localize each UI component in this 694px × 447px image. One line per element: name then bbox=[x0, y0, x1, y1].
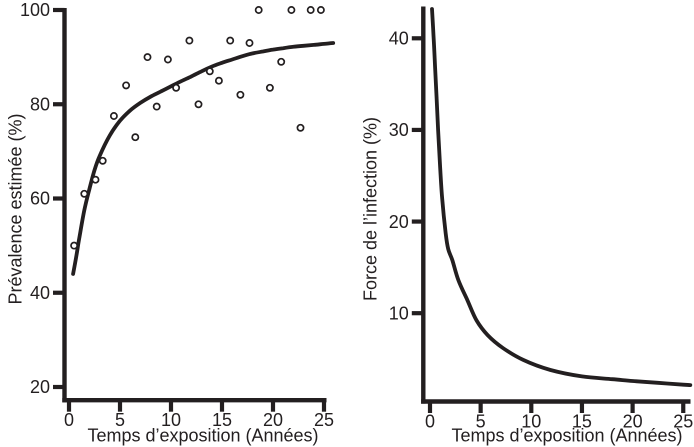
data-point bbox=[98, 156, 107, 165]
x-tick-label: 20 bbox=[623, 412, 643, 432]
x-tick-label: 0 bbox=[64, 410, 74, 430]
data-point bbox=[122, 81, 131, 90]
data-point bbox=[70, 241, 79, 250]
x-tick-label: 10 bbox=[521, 412, 541, 432]
y-tick-label: 40 bbox=[389, 29, 409, 49]
x-tick-label: 15 bbox=[212, 410, 232, 430]
data-point bbox=[245, 39, 254, 47]
y-tick-label: 30 bbox=[389, 120, 409, 140]
data-point bbox=[254, 6, 263, 14]
data-point bbox=[152, 102, 161, 111]
y-tick-label: 60 bbox=[30, 189, 50, 209]
data-point bbox=[214, 76, 223, 85]
y-tick-label: 40 bbox=[30, 283, 50, 303]
x-tick-label: 5 bbox=[115, 410, 125, 430]
data-point bbox=[143, 53, 152, 62]
data-point bbox=[306, 6, 315, 14]
right-x-axis-title: Temps d’exposition (Années) bbox=[451, 425, 683, 446]
x-tick-label: 20 bbox=[263, 410, 283, 430]
x-tick-label: 25 bbox=[673, 412, 693, 432]
left-y-axis-title: Prévalence estimée (%) bbox=[5, 113, 26, 305]
left-x-axis-title: Temps d’exposition (Années) bbox=[87, 425, 319, 446]
data-point bbox=[109, 112, 118, 120]
left-chart-estimated-prevalence: 20 40 60 80 100 0 5 10 15 20 25 bbox=[20, 0, 336, 430]
data-point bbox=[265, 83, 274, 92]
data-point bbox=[131, 133, 140, 142]
y-tick-label: 100 bbox=[20, 0, 50, 20]
data-point bbox=[194, 100, 203, 109]
data-point bbox=[185, 36, 194, 45]
x-tick-label: 15 bbox=[572, 412, 592, 432]
y-tick-label: 20 bbox=[389, 212, 409, 232]
data-point bbox=[80, 189, 89, 198]
data-point bbox=[91, 175, 100, 184]
data-point bbox=[287, 6, 296, 14]
data-point bbox=[277, 57, 286, 66]
y-tick-label: 20 bbox=[30, 377, 50, 397]
data-point bbox=[236, 90, 245, 99]
right-y-axis-title: Force de l’infection (%) bbox=[360, 116, 381, 302]
data-point bbox=[226, 36, 235, 45]
y-tick-label: 80 bbox=[30, 94, 50, 114]
force-of-infection-curve bbox=[430, 7, 693, 387]
x-tick-label: 25 bbox=[314, 410, 334, 430]
y-tick-label: 10 bbox=[389, 303, 409, 323]
x-tick-label: 10 bbox=[161, 410, 181, 430]
data-point bbox=[296, 123, 305, 132]
data-point bbox=[205, 67, 214, 76]
x-tick-label: 5 bbox=[476, 412, 486, 432]
right-chart-force-of-infection: 10 20 30 40 0 5 10 15 20 25 bbox=[389, 6, 693, 432]
data-point bbox=[172, 83, 181, 92]
data-point bbox=[316, 6, 325, 14]
data-point bbox=[163, 55, 172, 64]
fit-curve bbox=[71, 41, 336, 276]
x-tick-label: 0 bbox=[425, 412, 435, 432]
